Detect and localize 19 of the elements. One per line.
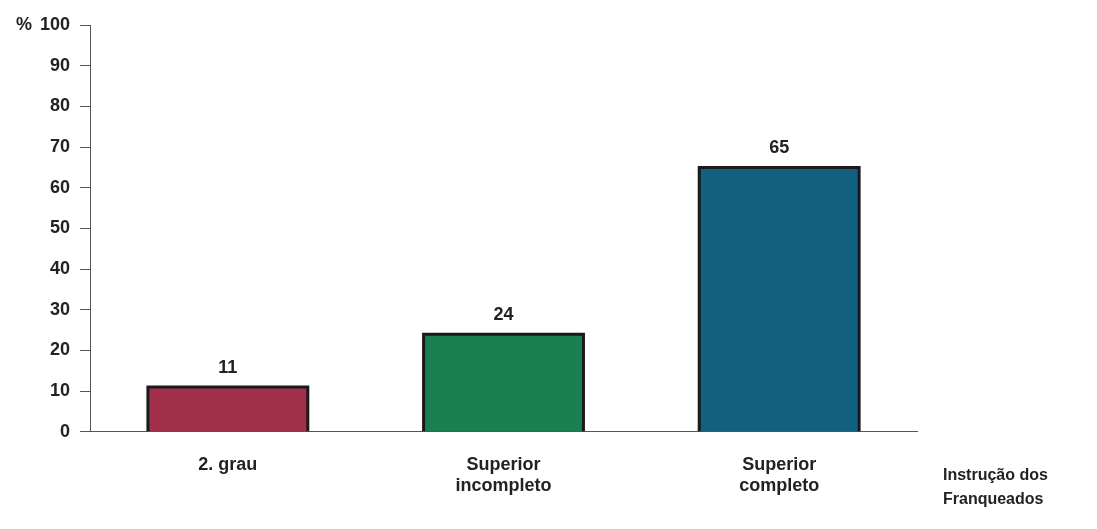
- y-tick-label: 10: [50, 380, 71, 401]
- y-tick-label: 90: [50, 54, 71, 75]
- y-tick-label: 50: [50, 217, 71, 238]
- y-tick-label: 20: [50, 339, 71, 360]
- y-tick-label: 70: [50, 136, 71, 157]
- x-axis-title: Instrução dos Franqueados: [943, 466, 1049, 508]
- y-tick-label: 60: [50, 176, 71, 197]
- y-tick-label: 80: [50, 95, 71, 116]
- data-label: 24: [493, 304, 514, 325]
- data-label: 65: [769, 137, 790, 158]
- x-tick-label: 2. grau: [198, 453, 258, 474]
- x-tick-label: Superior completo: [739, 453, 820, 496]
- y-tick-label: 40: [50, 258, 71, 279]
- data-label: 11: [218, 357, 238, 378]
- y-tick-label: 0: [60, 420, 71, 441]
- y-axis-title: %: [15, 13, 32, 34]
- x-tick-label: Superior incompleto: [455, 453, 552, 496]
- y-tick-label: 100: [39, 13, 71, 34]
- y-tick-label: 30: [50, 298, 71, 319]
